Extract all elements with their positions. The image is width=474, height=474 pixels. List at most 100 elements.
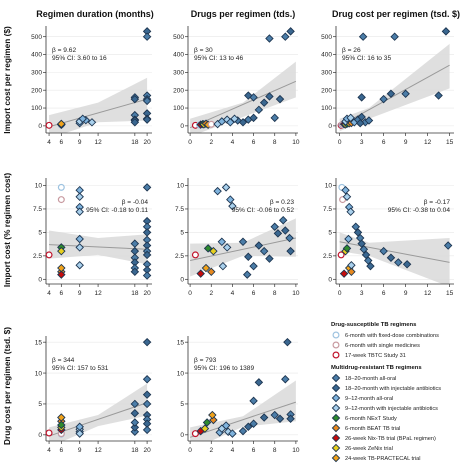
- y-tick-label: 400: [321, 52, 332, 59]
- data-point: [265, 34, 274, 43]
- data-point: [249, 261, 258, 271]
- x-tick-label: 12: [94, 290, 102, 297]
- data-point: [259, 98, 269, 107]
- data-point: [434, 91, 443, 100]
- data-point: [339, 269, 349, 278]
- data-point: [249, 113, 258, 123]
- data-point: [75, 429, 84, 438]
- legend-marker: [331, 393, 341, 403]
- data-point: [57, 196, 65, 204]
- column-title-drug-cost: Drug cost per regimen (tsd. $): [332, 9, 460, 19]
- data-point: [57, 119, 66, 129]
- data-point: [75, 243, 84, 252]
- data-point: [344, 234, 353, 244]
- data-point: [259, 246, 269, 256]
- y-tick-label: 10: [325, 183, 333, 190]
- legend-marker: [331, 403, 341, 413]
- data-point: [203, 244, 213, 253]
- data-point: [130, 267, 140, 277]
- data-point: [286, 246, 295, 256]
- y-tick-label: 2.5: [33, 253, 42, 260]
- x-tick-label: 6: [382, 290, 386, 297]
- data-point: [347, 261, 356, 270]
- y-tick-label: 0: [180, 432, 184, 439]
- data-point: [358, 32, 368, 41]
- data-point: [142, 96, 152, 106]
- x-tick-label: 2: [209, 139, 213, 146]
- data-point: [357, 93, 366, 102]
- x-tick-label: 9: [78, 447, 82, 454]
- x-tick-label: 10: [292, 290, 300, 297]
- confidence-band: [49, 77, 148, 133]
- fit-line: [190, 237, 296, 262]
- column-title-duration: Regimen duration (months): [36, 9, 154, 19]
- data-point: [207, 120, 215, 128]
- y-tick-label: 300: [31, 70, 42, 77]
- legend-item-label: 9–12-month with injectable antibiotics: [345, 406, 438, 412]
- data-point: [221, 421, 231, 430]
- legend-marker: [331, 383, 341, 393]
- legend-marker: [331, 373, 341, 383]
- data-point: [337, 251, 345, 259]
- legend-item-label: 18–20-month all-oral: [345, 376, 396, 382]
- data-point: [130, 118, 140, 127]
- regression-annotation: β = 0.23: [270, 199, 294, 206]
- data-point: [443, 241, 453, 250]
- data-point: [259, 413, 269, 422]
- confidence-band: [190, 380, 296, 441]
- data-point: [209, 246, 218, 256]
- data-point: [130, 427, 140, 436]
- data-point: [273, 229, 283, 238]
- legend-marker: [332, 331, 340, 339]
- legend-heading-multidrug-resistant: Multidrug-resistant TB regimens: [331, 365, 422, 371]
- legend-marker: [332, 351, 340, 359]
- data-point: [230, 114, 239, 123]
- x-tick-label: 0: [338, 139, 342, 146]
- x-tick-label: 4: [231, 139, 235, 146]
- data-point: [142, 32, 152, 41]
- data-point: [142, 337, 152, 347]
- legend-marker: [331, 423, 341, 433]
- data-point: [201, 263, 211, 273]
- y-tick-label: 300: [321, 70, 332, 77]
- y-tick-label: 400: [31, 52, 42, 59]
- y-tick-label: 10: [35, 183, 43, 190]
- data-point: [244, 91, 253, 100]
- row-label-import-share: Import cost (% regimen cost): [2, 173, 12, 288]
- y-tick-label: 0: [38, 277, 42, 284]
- data-point: [341, 185, 350, 195]
- data-point: [213, 186, 222, 196]
- data-point: [57, 270, 66, 279]
- y-tick-label: 0: [328, 277, 332, 284]
- x-tick-label: 20: [143, 139, 151, 146]
- data-point: [283, 337, 292, 347]
- legend-heading-drug-susceptible: Drug-susceptible TB regimens: [331, 322, 417, 328]
- legend-item-label: 24-week TB-PRACTECAL trial: [345, 456, 421, 462]
- data-point: [379, 246, 388, 256]
- x-tick-label: 6: [252, 290, 256, 297]
- data-point: [386, 253, 396, 262]
- data-point: [57, 263, 66, 273]
- y-tick-label: 15: [177, 339, 185, 346]
- data-point: [142, 115, 152, 124]
- y-tick-label: 100: [173, 105, 184, 112]
- data-point: [75, 261, 84, 270]
- x-tick-label: 4: [47, 447, 51, 454]
- data-point: [379, 94, 388, 104]
- y-tick-label: 300: [173, 70, 184, 77]
- regression-annotation: β = -0.04: [122, 199, 149, 206]
- y-tick-label: 7.5: [323, 206, 332, 213]
- data-point: [441, 27, 451, 36]
- data-point: [142, 183, 152, 192]
- fit-line: [48, 98, 148, 128]
- y-tick-label: 0: [38, 123, 42, 130]
- x-tick-label: 8: [273, 139, 277, 146]
- data-point: [342, 244, 352, 253]
- x-tick-label: 15: [446, 290, 454, 297]
- data-point: [217, 237, 227, 247]
